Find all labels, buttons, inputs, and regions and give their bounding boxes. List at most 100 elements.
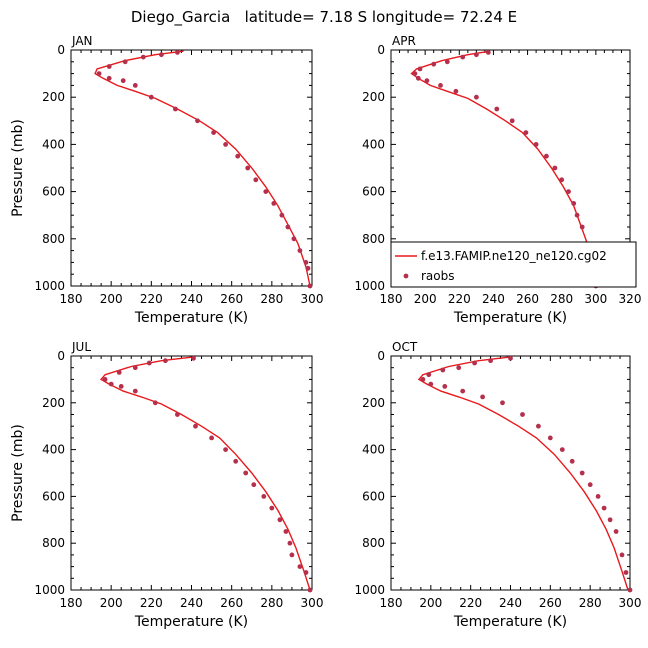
panel-month-label: JAN [71, 34, 93, 48]
raobs-point [303, 260, 309, 265]
x-tick-label: 240 [482, 292, 505, 306]
y-tick-label: 200 [42, 396, 65, 410]
y-tick-label: 800 [42, 536, 65, 550]
x-tick-label: 280 [260, 292, 283, 306]
x-tick-label: 240 [499, 596, 522, 610]
x-tick-label: 260 [516, 292, 539, 306]
x-tick-label: 180 [60, 596, 83, 610]
raobs-point [261, 494, 267, 499]
figure-title: Diego_Garcia latitude= 7.18 S longitude=… [131, 8, 517, 27]
raobs-point [500, 400, 505, 406]
x-tick-label: 180 [60, 292, 83, 306]
y-tick-label: 200 [42, 90, 65, 104]
raobs-point [509, 118, 515, 124]
raobs-point [140, 54, 146, 60]
x-tick-label: 200 [419, 596, 442, 610]
raobs-point [235, 153, 241, 159]
raobs-point [520, 412, 525, 417]
legend-entry-raobs: raobs [421, 269, 455, 283]
raobs-point [424, 78, 430, 84]
raobs-point [291, 236, 297, 242]
raobs-point [559, 447, 565, 452]
legend-dot-swatch [403, 273, 409, 279]
raobs-point [245, 165, 251, 171]
raobs-point [440, 367, 446, 373]
raobs-point [456, 365, 462, 371]
raobs-point [122, 59, 128, 65]
y-tick-label: 1000 [354, 279, 385, 293]
legend-box [390, 241, 637, 288]
raobs-point [120, 78, 126, 84]
panel-month-label: OCT [392, 340, 418, 354]
y-tick-label: 800 [362, 536, 385, 550]
raobs-point [163, 358, 168, 364]
x-tick-label: 260 [220, 596, 243, 610]
y-tick-label: 1000 [34, 279, 65, 293]
raobs-point [102, 377, 108, 382]
raobs-point [571, 201, 577, 206]
x-tick-label: 280 [579, 596, 602, 610]
y-tick-label: 200 [362, 90, 385, 104]
raobs-point [173, 106, 178, 112]
raobs-point [297, 564, 303, 569]
raobs-point [297, 248, 303, 254]
y-tick-label: 0 [377, 43, 385, 57]
x-tick-label: 220 [448, 292, 471, 306]
y-tick-label: 600 [362, 185, 385, 199]
model-profile-line [410, 50, 597, 287]
y-tick-label: 600 [362, 489, 385, 503]
raobs-point [508, 355, 513, 361]
raobs-point [417, 66, 423, 72]
y-tick-label: 400 [362, 443, 385, 457]
raobs-point [623, 570, 629, 575]
raobs-point [627, 587, 633, 593]
raobs-point [305, 265, 311, 271]
raobs-point [569, 458, 575, 464]
raobs-point [96, 71, 102, 76]
y-axis-label: Pressure (mb) [10, 119, 26, 217]
raobs-point [271, 201, 277, 206]
raobs-point [472, 360, 477, 366]
raobs-point [251, 482, 257, 488]
raobs-point [474, 94, 479, 100]
raobs-point [289, 552, 295, 558]
raobs-point [579, 224, 585, 230]
x-tick-label: 280 [550, 292, 573, 306]
x-tick-label: 300 [301, 596, 324, 610]
raobs-point [152, 400, 158, 406]
raobs-point [523, 130, 529, 136]
x-tick-label: 300 [584, 292, 607, 306]
raobs-point [536, 423, 541, 429]
raobs-point [279, 212, 285, 218]
raobs-point [108, 381, 114, 387]
raobs-point [485, 50, 491, 55]
raobs-point [146, 360, 152, 366]
y-tick-label: 200 [362, 396, 385, 410]
raobs-point [223, 447, 229, 452]
y-tick-label: 1000 [34, 583, 65, 597]
model-profile-line [417, 356, 629, 591]
raobs-point [106, 75, 112, 81]
raobs-point [420, 377, 426, 382]
raobs-point [253, 177, 259, 183]
raobs-point [613, 529, 619, 534]
raobs-point [444, 59, 450, 65]
raobs-point [211, 130, 217, 136]
x-axis-label: Temperature (K) [453, 614, 567, 630]
x-tick-label: 260 [220, 292, 243, 306]
model-profile-line [94, 50, 311, 287]
raobs-point [307, 283, 313, 289]
raobs-point [243, 470, 249, 476]
raobs-point [195, 118, 200, 124]
raobs-point [607, 517, 613, 523]
raobs-point [533, 142, 539, 147]
raobs-point [193, 423, 198, 429]
raobs-point [426, 372, 432, 378]
raobs-point [460, 54, 466, 60]
x-tick-label: 300 [619, 596, 642, 610]
